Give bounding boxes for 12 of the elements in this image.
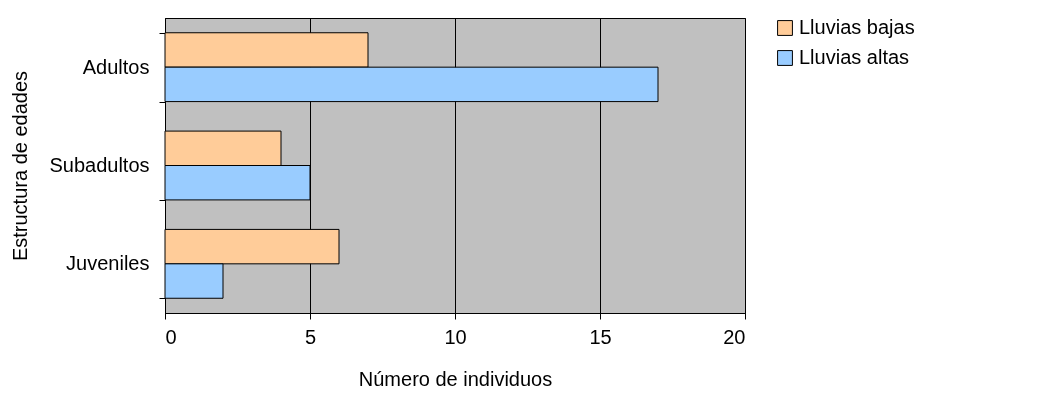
y-axis-title: Estructura de edades — [9, 70, 32, 262]
x-axis-title: Número de individuos — [358, 367, 553, 390]
x-tick-label: 20 — [723, 325, 746, 348]
y-tick-label: Adultos — [82, 55, 150, 78]
x-tick-label: 0 — [165, 325, 177, 348]
legend-label: Lluvias altas — [799, 46, 910, 68]
x-tick-label: 5 — [304, 325, 317, 348]
y-tick-label: Juveniles — [66, 252, 150, 275]
x-tick-label: 10 — [444, 325, 467, 348]
legend-label: Lluvias bajas — [799, 16, 915, 38]
x-tick-label: 15 — [589, 325, 612, 348]
y-tick-label: Subadultos — [49, 154, 150, 176]
